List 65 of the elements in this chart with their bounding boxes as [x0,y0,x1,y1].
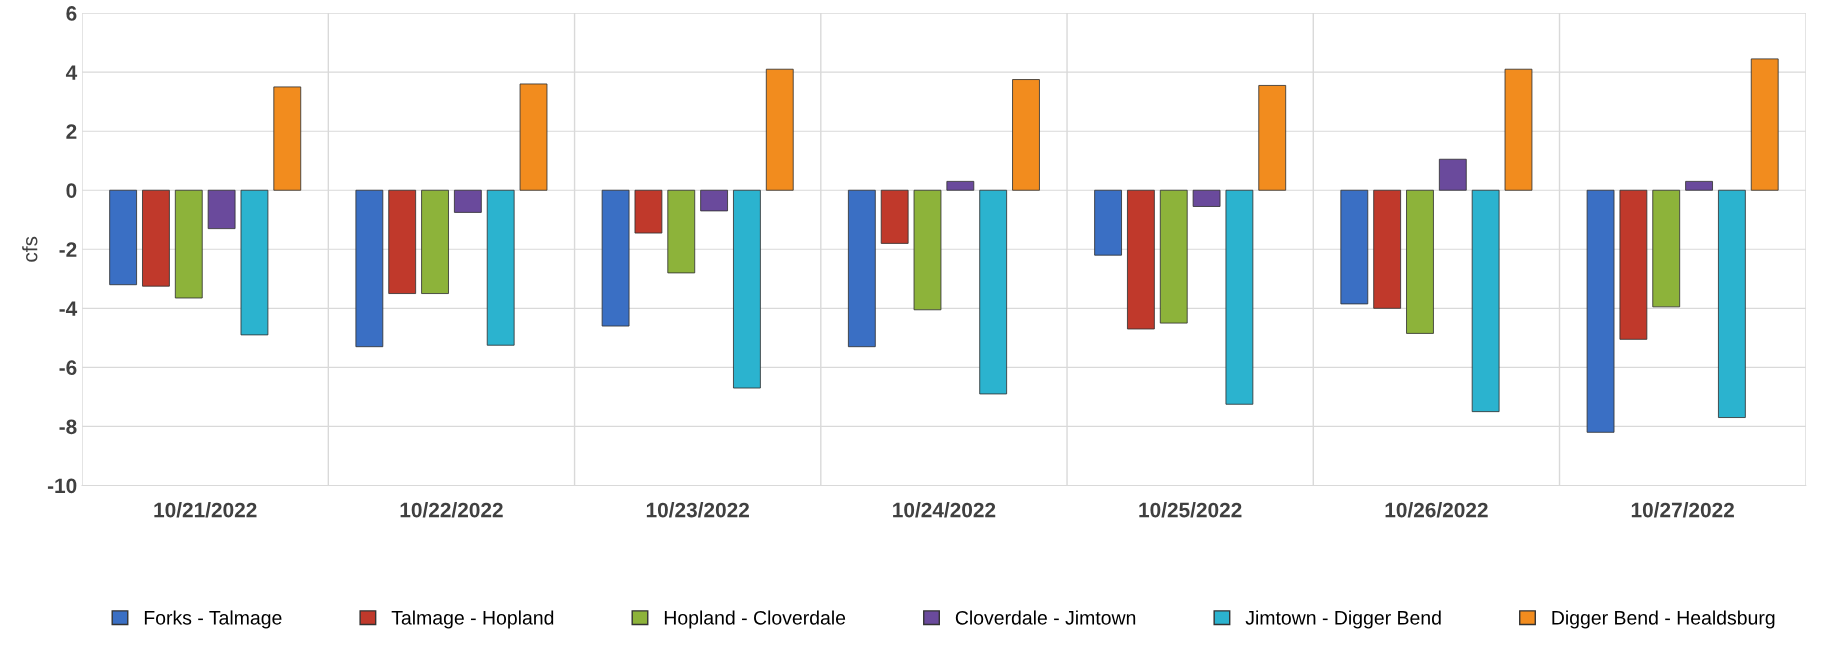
bar [1619,189,1648,340]
bar [1685,180,1713,191]
bar [421,189,449,294]
bar [142,189,170,287]
bar [1471,189,1500,413]
bar [1225,189,1254,405]
x-tick-label: 10/25/2022 [1139,502,1242,518]
bar [765,68,794,191]
bar [1652,189,1681,308]
x-tick-label: 10/21/2022 [154,502,257,518]
y-tick-label: 4 [65,65,78,80]
bar [109,189,137,286]
bar [1750,58,1779,191]
bar [1504,68,1533,191]
y-tick-label: -4 [59,301,78,316]
bar [946,180,975,191]
bar [1438,158,1467,191]
bar [519,83,548,191]
bar [667,189,696,274]
bar [700,189,728,212]
bar [1159,189,1188,324]
legend-label: Digger Bend - Healdsburg [1552,610,1775,629]
bar [1586,189,1615,433]
legend-label: Forks - Talmage [144,610,282,629]
x-tick-label: 10/22/2022 [400,502,503,518]
bar [1094,189,1122,256]
bar [1127,189,1155,330]
bar [880,189,909,244]
x-tick-label: 10/27/2022 [1631,502,1734,518]
bar [1012,79,1040,191]
legend-label: Cloverdale - Jimtown [955,610,1136,625]
y-tick-label: -2 [59,242,77,257]
bar [1258,85,1287,191]
bar [1718,189,1746,418]
bar [913,189,942,311]
bar [1373,189,1402,309]
bar [1340,189,1369,305]
bar [601,189,630,327]
x-tick-label: 10/26/2022 [1385,502,1488,518]
y-tick-label: 2 [66,124,77,139]
y-tick-label: 0 [66,183,77,198]
bar [847,189,876,348]
bar [240,189,269,336]
bar [453,189,482,213]
bar [1192,189,1221,207]
legend-label: Hopland - Cloverdale [664,610,846,629]
y-tick-label: -8 [59,419,77,435]
x-tick-label: 10/23/2022 [646,502,749,518]
bar [486,189,515,346]
y-tick-label: 6 [66,6,77,21]
x-tick-label: 10/24/2022 [893,502,996,518]
bar [979,189,1008,395]
bar [207,189,236,230]
bar [355,189,384,348]
bar [273,86,302,191]
legend-label: Talmage - Hopland [391,610,554,629]
bar [174,189,203,299]
bar [733,189,761,389]
y-tick-label: -6 [59,360,77,376]
y-tick-label: -10 [47,478,77,494]
bar [634,189,663,234]
legend-label: Jimtown - Digger Bend [1245,610,1441,629]
bar [1406,189,1434,334]
bar [388,189,417,294]
y-axis-title: cfs [22,236,38,262]
